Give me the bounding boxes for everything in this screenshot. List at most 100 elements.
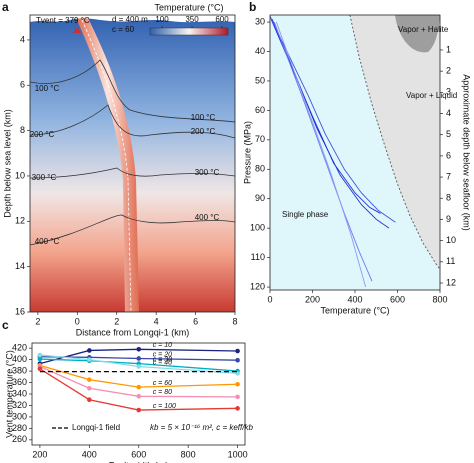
series-label: c = 30: [153, 356, 172, 363]
annotation: kb = 5 × 10⁻¹⁶ m², c = keff/kb: [150, 423, 253, 432]
y-axis-label: Depth below sea level (km): [2, 109, 12, 218]
x-tick-label: 400: [347, 294, 362, 304]
series-line: [275, 21, 367, 288]
legend-label: Longqi-1 field: [72, 423, 120, 432]
y-axis-label: Pressure (MPa): [242, 121, 252, 184]
y2-tick-label: 4: [446, 108, 451, 118]
annotation: d = 400 m: [112, 15, 148, 24]
y2-tick-label: 12: [446, 277, 456, 287]
plot-frame: [29, 14, 236, 313]
y-tick-label: 6: [20, 80, 25, 90]
y-tick-label: 420: [12, 343, 27, 353]
y2-axis-label: Approximate depth below seafloor (km): [462, 74, 472, 231]
series-label: c = 80: [153, 389, 172, 396]
x-axis-label: Fault width (m): [109, 460, 169, 463]
y2-tick-label: 10: [446, 235, 456, 245]
y-tick-label: 50: [255, 75, 265, 85]
contour-label: 100 °C: [35, 84, 60, 93]
seawater: [30, 15, 235, 23]
y-tick-label: 100: [250, 223, 265, 233]
plot-frame: [31, 342, 246, 446]
x-axis-label: Temperature (°C): [320, 305, 389, 315]
series-label: c = 10: [153, 342, 172, 349]
contour-label: 300 °C: [32, 173, 57, 182]
colorbar-tick-label: 100: [155, 15, 169, 24]
y-tick-label: 340: [12, 388, 27, 398]
y-tick-label: 280: [12, 423, 27, 433]
y-tick-label: 4: [20, 34, 25, 44]
phase-boundary: [349, 14, 441, 270]
annotation: c = 60: [112, 25, 135, 34]
colorbar-label: Temperature (°C): [154, 2, 223, 12]
y-tick-label: 60: [255, 105, 265, 115]
series-line: [39, 364, 238, 388]
series-line: [39, 358, 238, 372]
series-point: [37, 366, 43, 372]
y2-tick-label: 8: [446, 193, 451, 203]
y2-tick-label: 9: [446, 214, 451, 224]
y-tick-label: 80: [255, 164, 265, 174]
x-tick-label: 2: [114, 316, 119, 326]
contour-line: [30, 167, 235, 179]
y2-tick-label: 7: [446, 171, 451, 181]
y-tick-label: 8: [20, 125, 25, 135]
x-axis-label: Distance from Longqi-1 (km): [76, 327, 190, 337]
y-tick-label: 16: [15, 306, 25, 316]
y2-tick-label: 2: [446, 66, 451, 76]
contour-label: 200 °C: [30, 130, 55, 139]
region-label: Vapor + Halite: [398, 25, 449, 34]
series-point: [87, 348, 92, 353]
x-tick-label: 600: [131, 449, 146, 459]
contour-label: 200 °C: [191, 127, 216, 136]
contour-label: 300 °C: [195, 168, 220, 177]
y-tick-label: 90: [255, 193, 265, 203]
y-tick-label: 70: [255, 134, 265, 144]
contour-label: 400 °C: [35, 237, 60, 246]
series-point: [136, 347, 142, 352]
y2-tick-label: 11: [446, 256, 455, 266]
series-point: [87, 385, 92, 391]
y-tick-label: 300: [12, 411, 27, 421]
series-line: [39, 368, 238, 411]
plot-frame: [269, 14, 441, 291]
x-tick-label: 0: [267, 294, 272, 304]
y-tick-label: 320: [12, 400, 27, 410]
y-tick-label: 110: [251, 252, 265, 262]
series-point: [136, 407, 142, 413]
two-phase-region: [349, 15, 440, 270]
x-tick-label: 800: [432, 294, 447, 304]
series-point: [136, 384, 142, 390]
region-label: Vapor + Liquid: [406, 91, 457, 100]
x-tick-label: 1000: [228, 449, 248, 459]
series-point: [87, 357, 92, 362]
contour-line: [30, 104, 235, 139]
y2-tick-label: 5: [446, 129, 451, 139]
region-label: Single phase: [282, 210, 329, 219]
series-point: [136, 393, 142, 399]
y-tick-label: 380: [12, 365, 27, 375]
panel-letter: c: [2, 318, 9, 332]
halite-region: [395, 15, 440, 53]
series-label: c = 60: [153, 380, 172, 387]
y2-tick-label: 3: [446, 87, 451, 97]
y2-tick-label: 1: [446, 44, 451, 54]
contour-label: 400 °C: [195, 213, 220, 222]
contour-line: [30, 59, 235, 123]
colorbar: [149, 27, 229, 36]
y-tick-label: 12: [15, 216, 25, 226]
x-tick-label: 0: [75, 316, 80, 326]
y-tick-label: 10: [15, 170, 25, 180]
y-tick-label: 400: [12, 354, 27, 364]
vent-marker: [73, 27, 81, 33]
series-line: [273, 21, 373, 282]
x-tick-label: 8: [232, 316, 237, 326]
series-label: c = 40: [153, 359, 172, 366]
x-tick-label: 800: [181, 449, 196, 459]
contour-line: [30, 214, 235, 246]
series-point: [37, 352, 43, 358]
y-tick-label: 360: [12, 377, 27, 387]
series-point: [235, 357, 240, 363]
annotation: Tvent = 379 °C: [36, 16, 90, 25]
series-point: [136, 364, 142, 369]
